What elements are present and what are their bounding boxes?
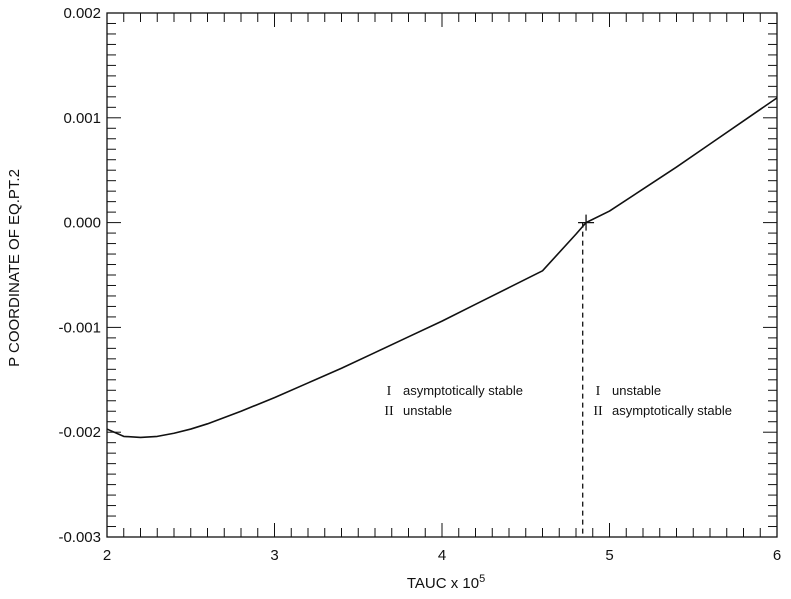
annotation-text: asymptotically stable [403, 383, 523, 398]
roman-numeral: II [593, 404, 603, 419]
x-tick-label: 6 [773, 547, 781, 564]
plot-frame [106, 12, 778, 538]
y-tick-label: 0.001 [63, 110, 101, 127]
annotation-text: unstable [403, 403, 452, 418]
x-tick-label: 5 [605, 547, 613, 564]
y-axis-title: P COORDINATE OF EQ.PT.2 [6, 169, 23, 367]
x-tick-label: 3 [270, 547, 278, 564]
series [106, 97, 778, 537]
y-tick-label: -0.002 [58, 424, 101, 441]
y-tick-label: 0.000 [63, 215, 101, 232]
x-tick-label: 2 [103, 547, 111, 564]
y-tick-label: -0.003 [58, 529, 101, 546]
annotation-text: asymptotically stable [612, 403, 732, 418]
x-tick-label: 4 [438, 547, 446, 564]
series-line [106, 97, 778, 439]
x-axis-title: TAUC x 105 [407, 573, 485, 592]
tick-labels: 2 3 4 5 6 0.002 0.001 0.000 -0.001 -0.002 -0.003 [58, 5, 781, 564]
y-tick-label: 0.002 [63, 5, 101, 22]
annotation-text: unstable [612, 383, 661, 398]
x-axis-exponent: 5 [479, 573, 485, 585]
roman-numeral: II [384, 404, 394, 419]
axes [106, 12, 778, 538]
roman-numeral: I [596, 384, 601, 399]
roman-numeral: I [387, 384, 392, 399]
tick-marks [106, 12, 778, 538]
y-tick-label: -0.001 [58, 319, 101, 336]
x-axis-label: TAUC x 10 [407, 575, 479, 592]
